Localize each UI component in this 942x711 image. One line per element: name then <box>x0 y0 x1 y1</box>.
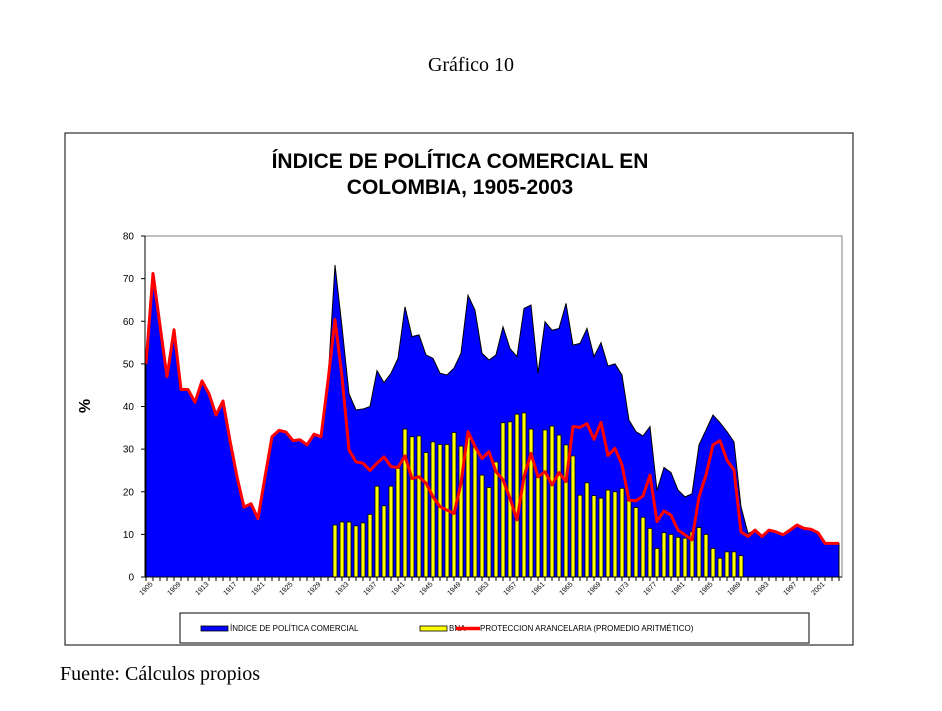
bar-bna-1941 <box>395 467 401 578</box>
bar-bna-1959 <box>521 412 527 578</box>
bar-bna-1940 <box>388 485 394 578</box>
bar-bna-1939 <box>381 505 387 578</box>
bar-bna-1947 <box>437 444 443 578</box>
bar-bna-1976 <box>640 516 646 578</box>
bar-bna-1966 <box>570 455 576 578</box>
legend <box>179 612 810 644</box>
bar-bna-1934 <box>346 521 352 578</box>
bar-bna-1964 <box>556 434 562 578</box>
bar-bna-1980 <box>668 533 674 578</box>
bar-bna-1961 <box>535 476 541 578</box>
bar-bna-1967 <box>577 494 583 578</box>
bar-bna-1979 <box>661 532 667 578</box>
bar-bna-1952 <box>472 446 478 578</box>
bar-bna-1944 <box>416 435 422 578</box>
bar-bna-1978 <box>654 548 660 578</box>
bar-bna-1984 <box>696 527 702 578</box>
bar-bna-1954 <box>486 487 492 578</box>
legend-swatch-index <box>200 625 229 632</box>
chart-title-line-1: ÍNDICE DE POLÍTICA COMERCIAL EN <box>272 150 649 173</box>
bar-bna-1955 <box>493 461 499 578</box>
bar-bna-1932 <box>332 524 338 578</box>
bar-bna-1975 <box>633 507 639 578</box>
bar-bna-1936 <box>360 522 366 578</box>
bar-bna-1937 <box>367 513 373 578</box>
y-tick-label-50: 50 <box>123 359 135 370</box>
y-tick-label-10: 10 <box>123 530 135 541</box>
bar-bna-1981 <box>675 536 681 578</box>
bar-bna-1956 <box>500 422 506 578</box>
bar-bna-1990 <box>738 555 744 578</box>
bar-bna-1946 <box>430 441 436 578</box>
y-tick-label-60: 60 <box>123 317 135 328</box>
bar-bna-1970 <box>598 497 604 578</box>
bar-bna-1960 <box>528 428 534 578</box>
bar-bna-1971 <box>605 489 611 578</box>
y-tick-label-20: 20 <box>123 487 135 498</box>
bar-bna-1945 <box>423 452 429 578</box>
bar-bna-1972 <box>612 491 618 578</box>
bar-bna-1963 <box>549 425 555 578</box>
y-tick-label-80: 80 <box>123 232 135 243</box>
bar-bna-1951 <box>465 435 471 578</box>
bar-bna-1973 <box>619 487 625 578</box>
line-series-proteccion-arancelaria <box>144 272 839 545</box>
bar-bna-1962 <box>542 429 548 578</box>
legend-label-protection: PROTECCION ARANCELARIA (PROMEDIO ARITMÉT… <box>480 624 694 633</box>
y-axis-label: % <box>77 399 94 413</box>
bar-bna-1987 <box>717 557 723 578</box>
y-tick-label-70: 70 <box>123 274 135 285</box>
y-tick-label-0: 0 <box>128 573 134 584</box>
bar-bna-1986 <box>710 548 716 578</box>
bar-bna-1953 <box>479 474 485 578</box>
bar-bna-1942 <box>402 428 408 578</box>
bar-bna-1974 <box>626 499 632 578</box>
bar-bna-1977 <box>647 528 653 578</box>
bar-bna-1982 <box>682 537 688 578</box>
chart-title-line-2: COLOMBIA, 1905-2003 <box>347 176 573 199</box>
bar-bna-1958 <box>514 413 520 578</box>
bar-bna-1943 <box>409 436 415 578</box>
bar-bna-1938 <box>374 485 380 578</box>
bar-bna-1933 <box>339 521 345 578</box>
bar-bna-1989 <box>731 551 737 578</box>
bar-bna-1988 <box>724 551 730 578</box>
bar-bna-1968 <box>584 482 590 578</box>
legend-swatch-bna <box>419 625 448 632</box>
bar-bna-1935 <box>353 525 359 578</box>
legend-label-index: ÍNDICE DE POLÍTICA COMERCIAL <box>230 624 359 633</box>
y-tick-label-40: 40 <box>123 402 135 413</box>
y-tick-label-30: 30 <box>123 445 135 456</box>
bar-bna-1985 <box>703 533 709 578</box>
bar-bna-1969 <box>591 495 597 578</box>
figure-caption: Gráfico 10 <box>427 54 515 76</box>
source-note: Fuente: Cálculos propios <box>60 663 260 685</box>
